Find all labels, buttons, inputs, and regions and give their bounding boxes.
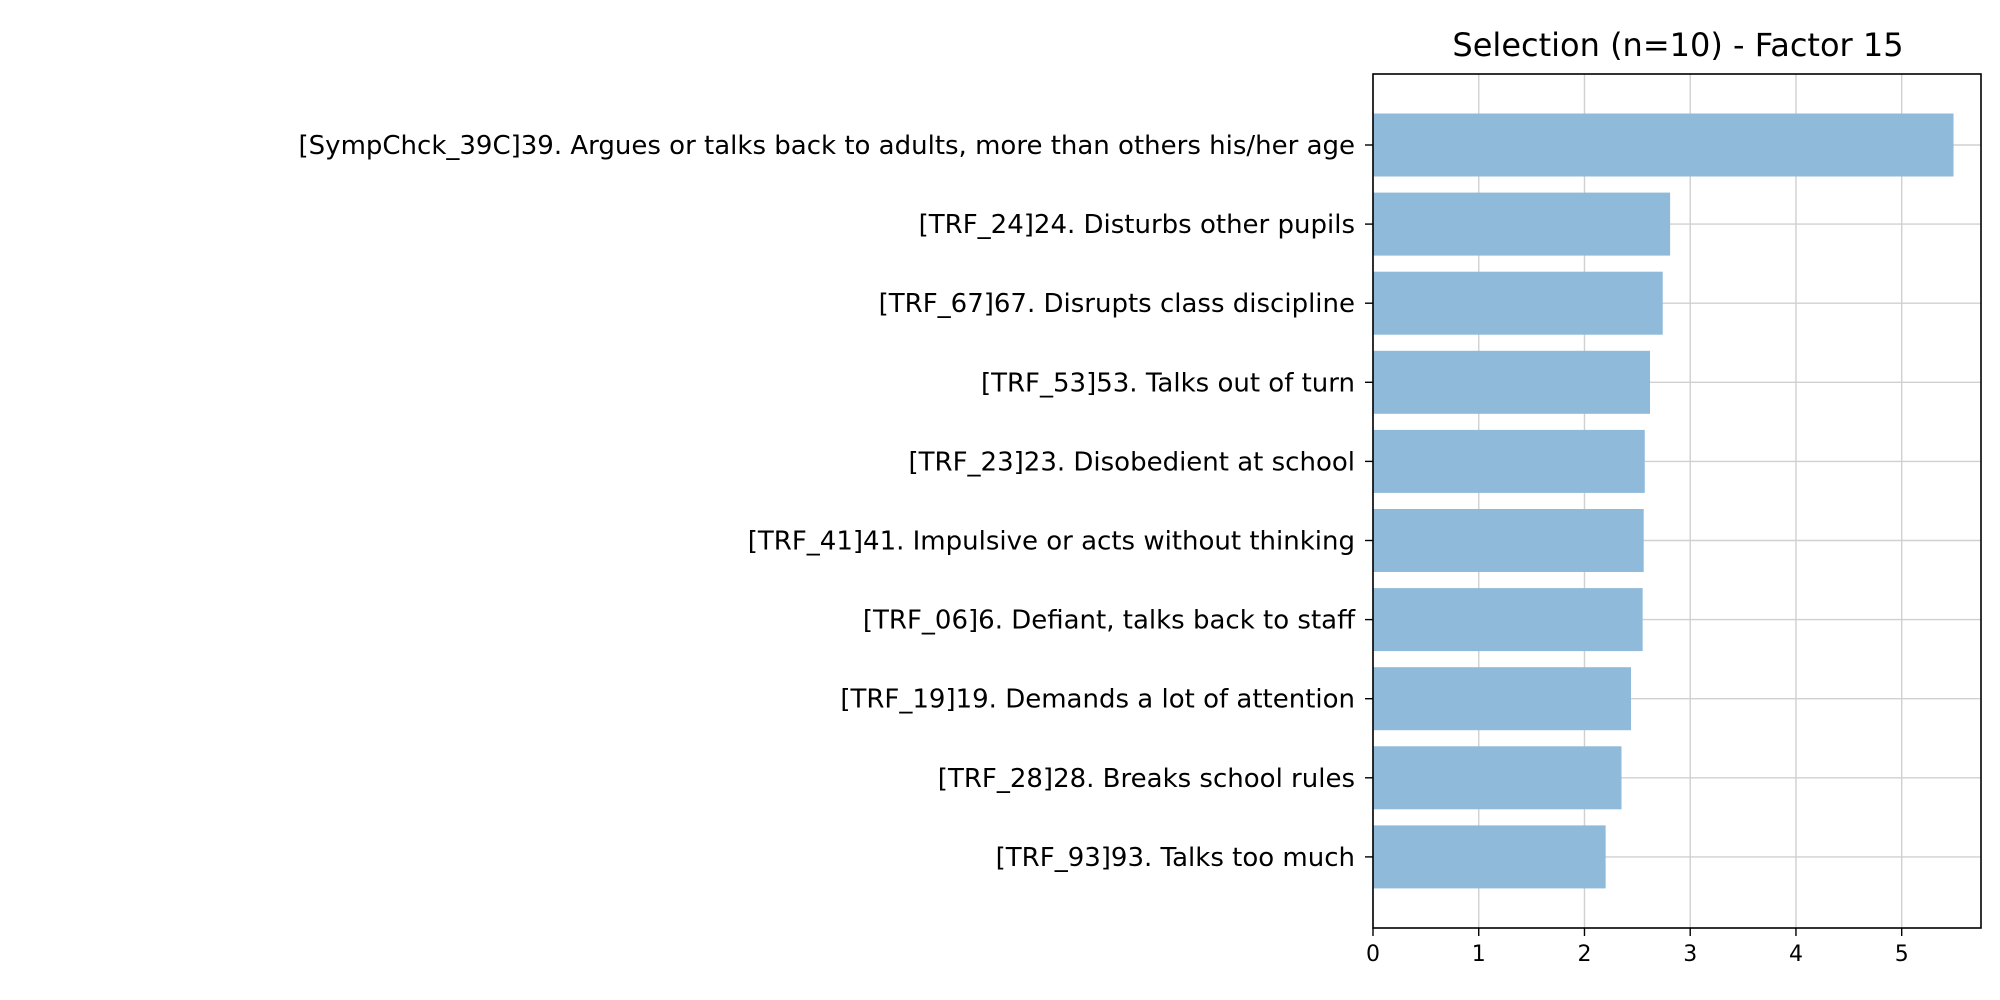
- bar: [1373, 192, 1671, 256]
- x-tick-label: 4: [1789, 942, 1803, 967]
- x-axis-ticks: 0 1 2 3 4 5: [1366, 928, 1909, 967]
- bar: [1373, 429, 1645, 493]
- category-label: [TRF_28]28. Breaks school rules: [938, 764, 1355, 794]
- bar: [1373, 113, 1954, 177]
- y-axis-ticks: [SympChck_39C]39. Argues or talks back t…: [299, 131, 1373, 873]
- bars: [1373, 113, 1954, 889]
- category-label: [TRF_93]93. Talks too much: [996, 843, 1355, 873]
- category-label: [TRF_19]19. Demands a lot of attention: [840, 685, 1355, 715]
- category-label: [SympChck_39C]39. Argues or talks back t…: [299, 131, 1355, 161]
- bar: [1373, 825, 1606, 889]
- bar: [1373, 271, 1663, 335]
- category-label: [TRF_06]6. Defiant, talks back to staff: [863, 606, 1356, 636]
- bar: [1373, 509, 1644, 572]
- x-tick-label: 1: [1472, 942, 1486, 967]
- category-label: [TRF_41]41. Impulsive or acts without th…: [748, 527, 1355, 557]
- category-label: [TRF_67]67. Disrupts class discipline: [879, 289, 1355, 319]
- chart-title: Selection (n=10) - Factor 15: [1452, 26, 1903, 64]
- plot-area-frame: [1372, 73, 1982, 929]
- x-tick-label: 2: [1577, 942, 1591, 967]
- category-label: [TRF_53]53. Talks out of turn: [981, 368, 1355, 398]
- bar: [1373, 350, 1651, 414]
- bar: [1373, 667, 1632, 731]
- bar: [1373, 588, 1643, 652]
- category-label: [TRF_23]23. Disobedient at school: [909, 447, 1356, 477]
- x-tick-label: 0: [1366, 942, 1380, 967]
- x-tick-label: 3: [1683, 942, 1697, 967]
- category-label: [TRF_24]24. Disturbs other pupils: [919, 210, 1355, 240]
- bar: [1373, 746, 1622, 810]
- x-tick-label: 5: [1895, 942, 1909, 967]
